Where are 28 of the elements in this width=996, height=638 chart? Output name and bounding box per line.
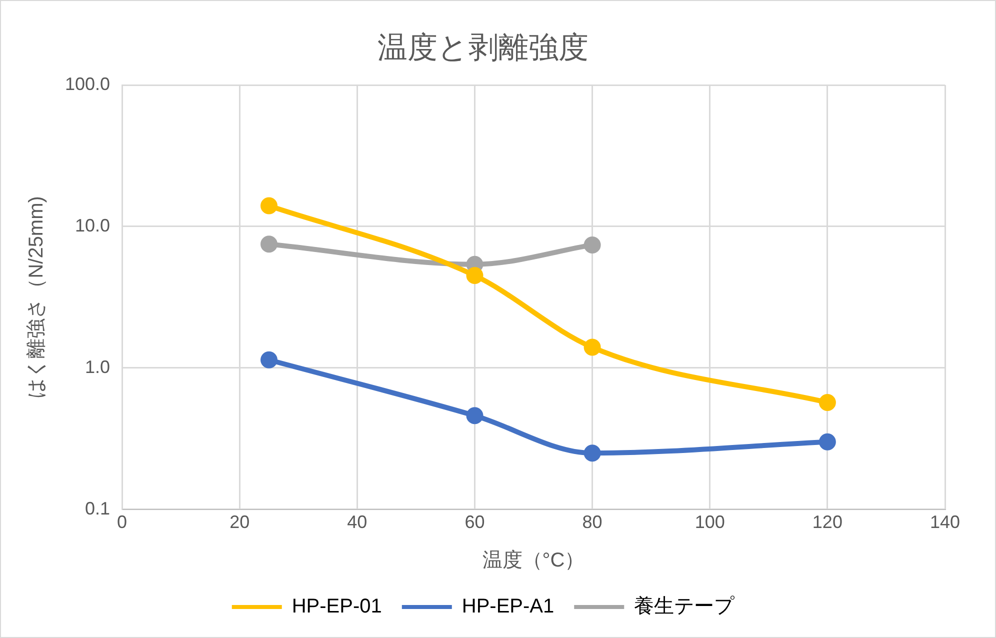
point <box>584 338 601 356</box>
point <box>260 197 278 214</box>
point <box>260 236 278 253</box>
x-tick-label: 20 <box>230 512 250 532</box>
chart-title: 温度と剥離強度 <box>378 31 588 64</box>
point <box>584 444 601 462</box>
x-axis-title: 温度（°C） <box>482 550 585 572</box>
point <box>466 267 484 284</box>
point <box>466 407 484 424</box>
x-tick-label: 140 <box>930 512 960 532</box>
legend-label: 養生テープ <box>634 596 736 618</box>
x-tick-label: 120 <box>812 512 842 532</box>
point <box>584 236 601 254</box>
y-tick-label: 100.0 <box>64 74 110 94</box>
point <box>818 433 836 450</box>
y-axis-title: はく離強さ（N/25mm) <box>26 196 48 398</box>
legend-label: HP-EP-A1 <box>462 596 554 618</box>
point <box>818 394 836 411</box>
y-tick-label: 10.0 <box>74 215 110 236</box>
y-tick-label: 1.0 <box>85 356 110 377</box>
x-tick-label: 0 <box>117 512 128 532</box>
x-tick-label: 60 <box>464 512 485 532</box>
x-tick-label: 100 <box>694 512 725 532</box>
legend-label: HP-EP-01 <box>292 596 382 618</box>
point <box>260 351 278 368</box>
y-tick-label: 0.1 <box>85 498 110 518</box>
x-tick-label: 80 <box>582 512 602 532</box>
x-tick-label: 40 <box>347 512 368 532</box>
